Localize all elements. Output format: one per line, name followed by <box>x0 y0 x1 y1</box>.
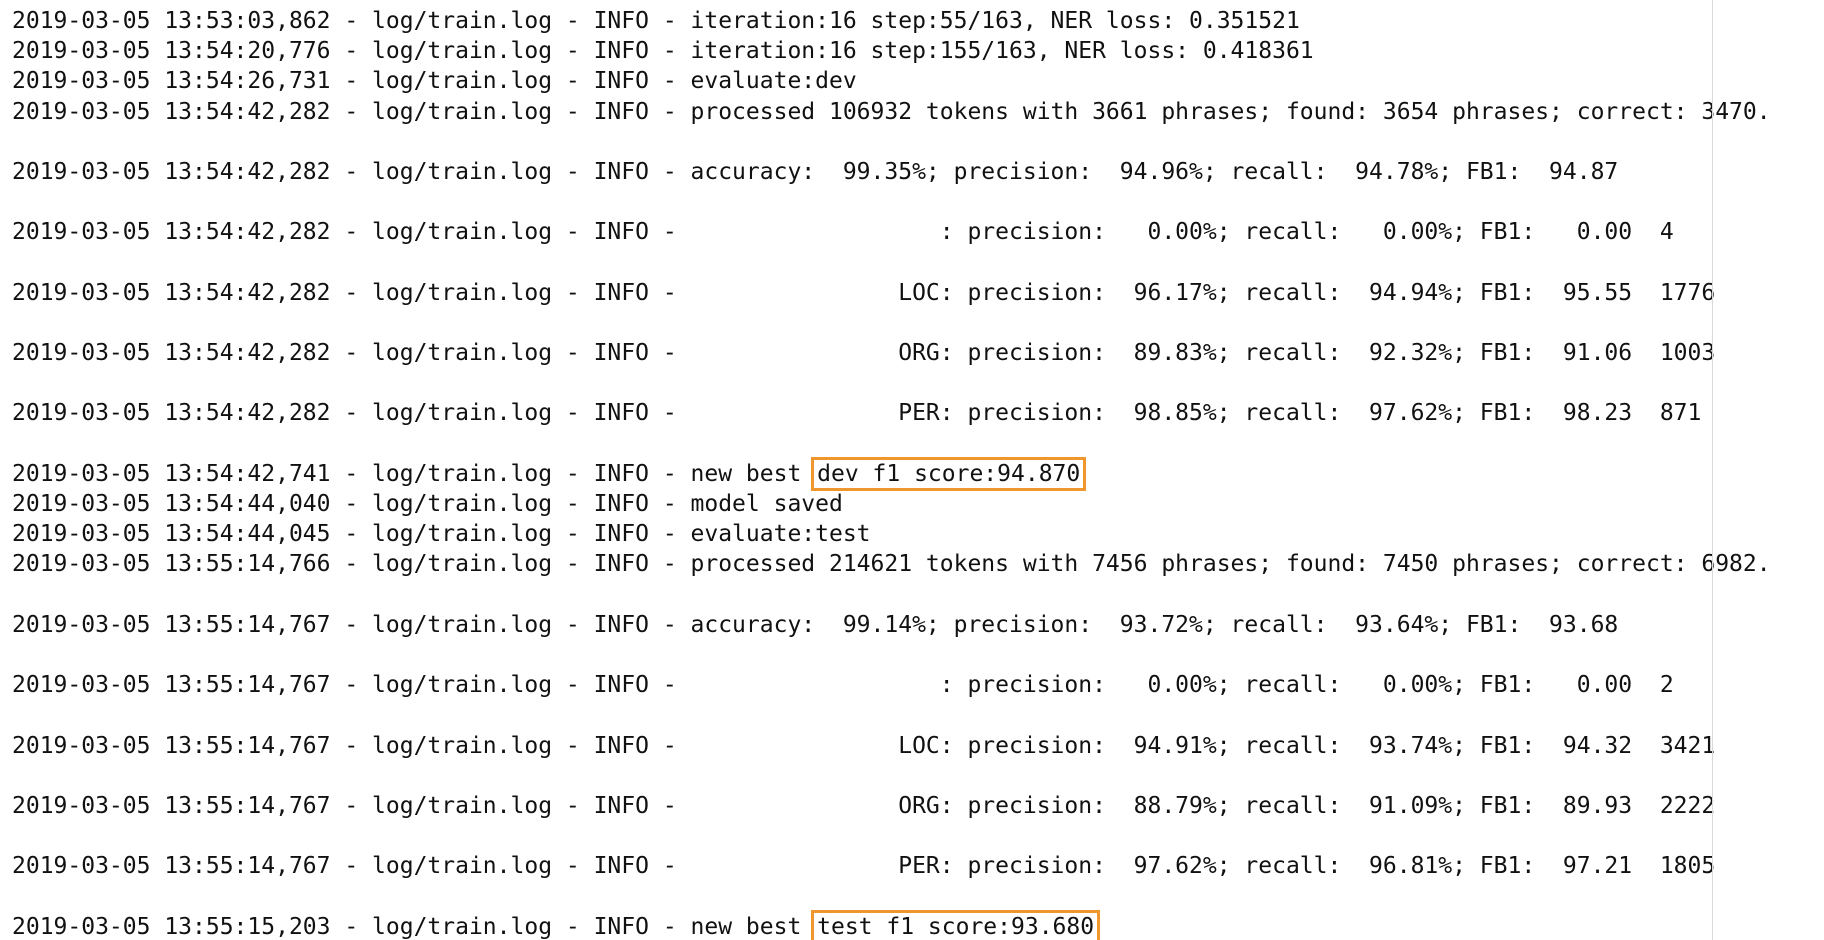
log-line: 2019-03-05 13:54:42,282 - log/train.log … <box>12 157 1771 187</box>
log-line-text: 2019-03-05 13:55:15,203 - log/train.log … <box>12 913 816 940</box>
log-line: 2019-03-05 13:54:44,040 - log/train.log … <box>12 489 1771 519</box>
log-line: 2019-03-05 13:55:14,767 - log/train.log … <box>12 610 1771 640</box>
log-line-text: 2019-03-05 13:55:14,767 - log/train.log … <box>12 792 1716 819</box>
log-blank-line <box>12 640 1771 670</box>
log-line-text: 2019-03-05 13:54:42,282 - log/train.log … <box>12 219 1674 246</box>
log-line-text: 2019-03-05 13:54:44,040 - log/train.log … <box>12 491 843 517</box>
highlighted-score: test f1 score:93.680 <box>811 909 1101 940</box>
log-blank-line <box>12 429 1771 459</box>
highlighted-score: dev f1 score:94.870 <box>811 456 1087 491</box>
log-line-text: 2019-03-05 13:54:42,282 - log/train.log … <box>12 98 1771 125</box>
log-blank-line <box>12 580 1771 610</box>
log-blank-line <box>12 368 1771 398</box>
log-line-text: 2019-03-05 13:54:20,776 - log/train.log … <box>12 38 1314 65</box>
log-line: 2019-03-05 13:55:14,767 - log/train.log … <box>12 791 1771 821</box>
log-line: 2019-03-05 13:54:26,731 - log/train.log … <box>12 66 1771 96</box>
log-line: 2019-03-05 13:54:42,282 - log/train.log … <box>12 338 1771 368</box>
log-blank-line <box>12 127 1771 157</box>
log-line-text: 2019-03-05 13:55:14,767 - log/train.log … <box>12 732 1716 759</box>
log-line-text: 2019-03-05 13:54:42,282 - log/train.log … <box>12 340 1716 367</box>
log-blank-line <box>12 700 1771 730</box>
log-line-text: 2019-03-05 13:55:14,766 - log/train.log … <box>12 551 1771 578</box>
log-blank-line <box>12 248 1771 278</box>
column-guide-line <box>1712 0 1713 940</box>
log-line: 2019-03-05 13:54:42,282 - log/train.log … <box>12 97 1771 127</box>
log-line: 2019-03-05 13:55:14,767 - log/train.log … <box>12 670 1771 700</box>
log-line: 2019-03-05 13:54:42,282 - log/train.log … <box>12 278 1771 308</box>
log-line-text: 2019-03-05 13:55:14,767 - log/train.log … <box>12 611 1619 638</box>
log-line: 2019-03-05 13:54:42,282 - log/train.log … <box>12 398 1771 428</box>
log-line: 2019-03-05 13:55:14,767 - log/train.log … <box>12 731 1771 761</box>
log-line: 2019-03-05 13:54:42,282 - log/train.log … <box>12 217 1771 247</box>
log-line-text: 2019-03-05 13:54:42,282 - log/train.log … <box>12 400 1702 427</box>
log-line: 2019-03-05 13:55:14,767 - log/train.log … <box>12 851 1771 881</box>
log-blank-line <box>12 821 1771 851</box>
log-blank-line <box>12 881 1771 911</box>
log-line-text: 2019-03-05 13:54:42,282 - log/train.log … <box>12 158 1619 185</box>
log-line-text: 2019-03-05 13:53:03,862 - log/train.log … <box>12 8 1300 34</box>
log-blank-line <box>12 308 1771 338</box>
log-line: 2019-03-05 13:53:03,862 - log/train.log … <box>12 6 1771 36</box>
log-line: 2019-03-05 13:54:20,776 - log/train.log … <box>12 36 1771 66</box>
log-blank-line <box>12 187 1771 217</box>
log-line-text: 2019-03-05 13:54:42,741 - log/train.log … <box>12 460 816 487</box>
log-line-text: 2019-03-05 13:54:44,045 - log/train.log … <box>12 521 871 548</box>
log-lines: 2019-03-05 13:53:03,862 - log/train.log … <box>12 6 1771 940</box>
log-line: 2019-03-05 13:55:14,766 - log/train.log … <box>12 549 1771 579</box>
log-line-text: 2019-03-05 13:54:42,282 - log/train.log … <box>12 279 1716 306</box>
log-line-text: 2019-03-05 13:55:14,767 - log/train.log … <box>12 853 1716 880</box>
log-line: 2019-03-05 13:55:15,203 - log/train.log … <box>12 909 1771 940</box>
log-line: 2019-03-05 13:54:44,045 - log/train.log … <box>12 519 1771 549</box>
log-line: 2019-03-05 13:54:42,741 - log/train.log … <box>12 456 1771 491</box>
log-line-text: 2019-03-05 13:54:26,731 - log/train.log … <box>12 68 857 95</box>
log-line-text: 2019-03-05 13:55:14,767 - log/train.log … <box>12 672 1674 699</box>
log-blank-line <box>12 761 1771 791</box>
